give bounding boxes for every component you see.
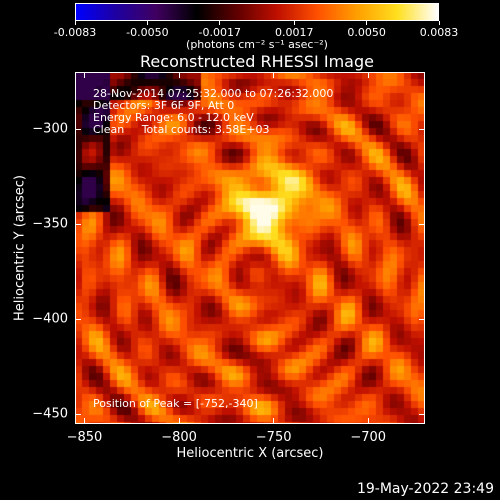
colorbar-units-label: (photons cm⁻² s⁻¹ asec⁻²) <box>186 38 328 51</box>
colorbar-tick-label: 0.0083 <box>419 26 459 39</box>
colorbar-tick-label: -0.0050 <box>126 26 169 39</box>
x-tick-mark <box>178 418 180 424</box>
annotation-time-range: 28-Nov-2014 07:25:32.000 to 07:26:32.000 <box>93 87 334 100</box>
x-tick-label: −850 <box>66 430 103 445</box>
heatmap-image <box>75 72 425 424</box>
colorbar <box>75 3 439 21</box>
y-tick-label: −400 <box>32 311 68 327</box>
annotation-peak-position: Position of Peak = [-752,-340] <box>93 397 258 410</box>
y-tick-mark <box>75 413 81 415</box>
colorbar-tick <box>438 21 440 25</box>
x-tick-label: −700 <box>350 430 387 445</box>
colorbar-tick <box>293 21 295 25</box>
x-tick-mark-top <box>273 72 275 78</box>
x-tick-mark <box>367 418 369 424</box>
y-tick-mark <box>75 223 81 225</box>
colorbar-tick <box>74 21 76 25</box>
y-tick-mark <box>75 318 81 320</box>
chart-title: Reconstructed RHESSI Image <box>140 52 374 71</box>
footer-timestamp: 19-May-2022 23:49 <box>356 481 494 497</box>
x-tick-mark-top <box>83 72 85 78</box>
x-tick-mark-top <box>178 72 180 78</box>
x-tick-mark <box>273 418 275 424</box>
annotation-detectors: Detectors: 3F 6F 9F, Att 0 <box>93 99 235 112</box>
annotation-method-counts: Clean Total counts: 3.58E+03 <box>93 123 270 136</box>
y-axis-label: Heliocentric Y (arcsec) <box>12 175 28 321</box>
y-tick-mark-right <box>419 128 425 130</box>
colorbar-tick <box>146 21 148 25</box>
colorbar-tick-label: 0.0017 <box>275 26 314 39</box>
x-axis-label: Heliocentric X (arcsec) <box>176 446 324 461</box>
colorbar-tick-label: -0.0017 <box>198 26 241 39</box>
y-tick-label: −350 <box>32 216 68 232</box>
y-tick-mark-right <box>419 223 425 225</box>
y-tick-label: −450 <box>32 406 68 422</box>
x-tick-label: −750 <box>255 430 292 445</box>
x-tick-label: −800 <box>161 430 197 445</box>
colorbar-tick-label: -0.0083 <box>53 26 97 39</box>
colorbar-tick-label: 0.0050 <box>347 26 386 39</box>
x-tick-mark-top <box>367 72 369 78</box>
y-tick-mark <box>75 128 81 130</box>
plot-area <box>75 72 425 424</box>
y-tick-mark-right <box>419 318 425 320</box>
y-tick-mark-right <box>419 413 425 415</box>
colorbar-tick <box>366 21 368 25</box>
y-tick-label: −300 <box>32 121 68 137</box>
colorbar-tick <box>219 21 221 25</box>
x-tick-mark <box>83 418 85 424</box>
annotation-energy-range: Energy Range: 6.0 - 12.0 keV <box>93 111 254 124</box>
